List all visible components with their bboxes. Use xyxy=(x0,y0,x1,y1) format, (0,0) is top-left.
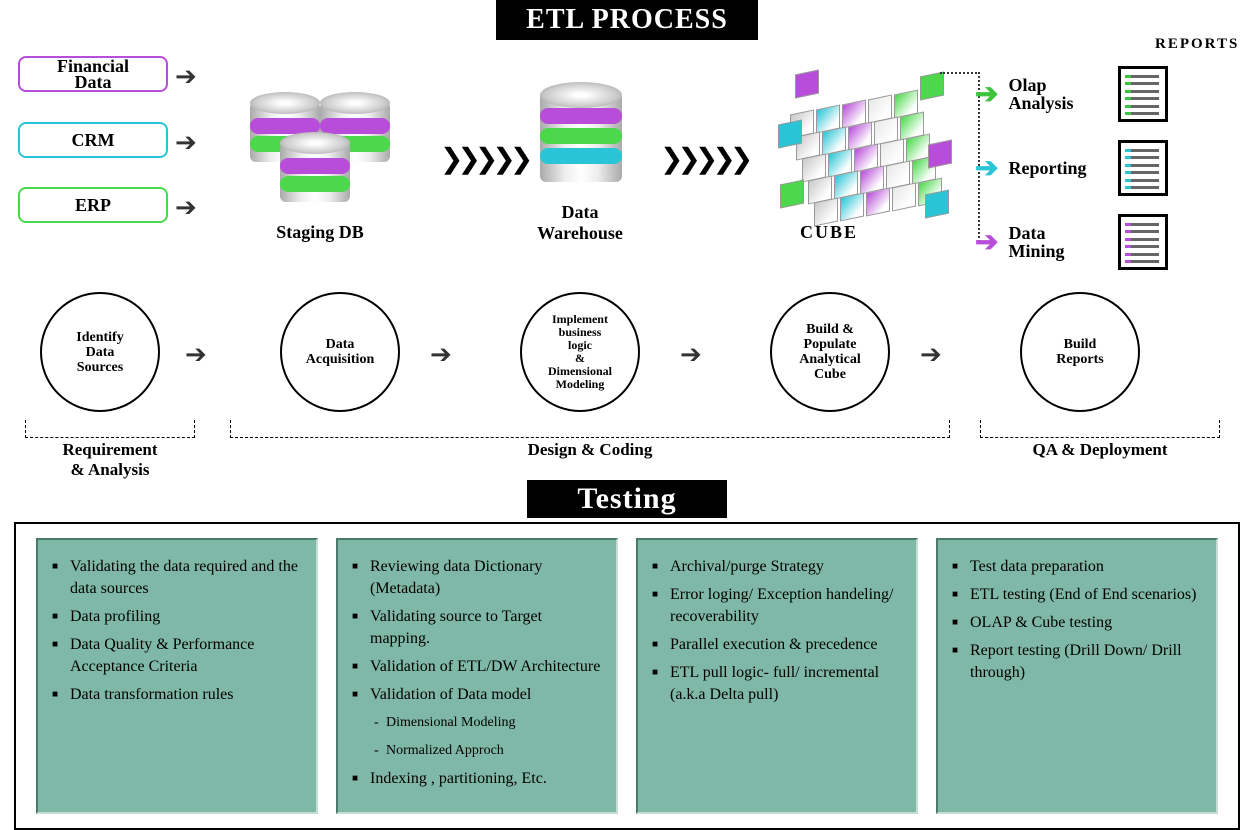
phase-qa: QA & Deployment xyxy=(980,440,1220,460)
testing-item: Indexing , partitioning, Etc. xyxy=(352,768,602,790)
testing-item: Report testing (Drill Down/ Drill throug… xyxy=(952,640,1202,684)
testing-title: Testing xyxy=(527,480,726,518)
arrow-icon: ➔ xyxy=(680,340,702,370)
testing-item: ETL pull logic- full/ incremental (a.k.a… xyxy=(652,662,902,706)
source-erp: ERP xyxy=(18,187,168,223)
report-icon xyxy=(1118,214,1168,270)
report-icon xyxy=(1118,140,1168,196)
process-steps: IdentifyDataSources ➔ DataAcquisition ➔ … xyxy=(0,292,1254,452)
step-build-cube: Build &PopulateAnalyticalCube xyxy=(770,292,890,412)
step-implement: Implementbusinesslogic&DimensionalModeli… xyxy=(520,292,640,412)
chevron-icon: ❯❯❯❯❯ xyxy=(440,142,527,176)
arrow-icon: ➔ xyxy=(975,151,998,185)
source-crm: CRM xyxy=(18,122,168,158)
arrow-icon: ➔ xyxy=(175,62,197,92)
testing-item: Reviewing data Dictionary (Metadata) xyxy=(352,556,602,600)
testing-columns: Validating the data required and the dat… xyxy=(14,522,1240,830)
phase-design: Design & Coding xyxy=(230,440,950,460)
reports-header: REPORTS xyxy=(1155,36,1239,53)
output-mining: ➔ DataMining xyxy=(975,214,1168,270)
testing-item: Validation of ETL/DW Architecture xyxy=(352,656,602,678)
phase-req: Requirement& Analysis xyxy=(25,440,195,480)
testing-column: Test data preparation ETL testing (End of… xyxy=(936,538,1218,814)
testing-item: Archival/purge Strategy xyxy=(652,556,902,578)
warehouse-label: DataWarehouse xyxy=(500,202,660,244)
arrow-icon: ➔ xyxy=(975,77,998,111)
cube-icon xyxy=(790,82,940,232)
testing-column: Validating the data required and the dat… xyxy=(36,538,318,814)
etl-flow: FinancialData CRM ERP ➔ ➔ ➔ Staging DB ❯… xyxy=(0,42,1254,292)
staging-db-icon: Staging DB xyxy=(250,92,430,242)
etl-title: ETL PROCESS xyxy=(496,0,758,40)
arrow-icon: ➔ xyxy=(920,340,942,370)
source-financial: FinancialData xyxy=(18,56,168,92)
testing-item: Validating source to Target mapping. xyxy=(352,606,602,650)
arrow-icon: ➔ xyxy=(175,128,197,158)
testing-item: Data Quality & Performance Acceptance Cr… xyxy=(52,634,302,678)
arrow-icon: ➔ xyxy=(430,340,452,370)
testing-item: Data profiling xyxy=(52,606,302,628)
testing-item: Validating the data required and the dat… xyxy=(52,556,302,600)
testing-item: OLAP & Cube testing xyxy=(952,612,1202,634)
testing-item: Test data preparation xyxy=(952,556,1202,578)
chevron-icon: ❯❯❯❯❯ xyxy=(660,142,747,176)
testing-item: Normalized Approch xyxy=(352,740,602,762)
testing-item: Parallel execution & precedence xyxy=(652,634,902,656)
output-reporting: ➔ Reporting xyxy=(975,140,1168,196)
step-identify: IdentifyDataSources xyxy=(40,292,160,412)
arrow-icon: ➔ xyxy=(185,340,207,370)
arrow-icon: ➔ xyxy=(175,193,197,223)
testing-item: Dimensional Modeling xyxy=(352,712,602,734)
staging-label: Staging DB xyxy=(240,222,400,243)
testing-item: Data transformation rules xyxy=(52,684,302,706)
warehouse-icon: DataWarehouse xyxy=(530,82,620,242)
output-olap: ➔ OlapAnalysis xyxy=(975,66,1168,122)
testing-column: Reviewing data Dictionary (Metadata) Vali… xyxy=(336,538,618,814)
testing-column: Archival/purge Strategy Error loging/ Exc… xyxy=(636,538,918,814)
cube-label: CUBE xyxy=(800,222,858,243)
report-icon xyxy=(1118,66,1168,122)
arrow-icon: ➔ xyxy=(975,225,998,259)
testing-item: Error loging/ Exception handeling/ recov… xyxy=(652,584,902,628)
testing-item: ETL testing (End of End scenarios) xyxy=(952,584,1202,606)
step-reports: BuildReports xyxy=(1020,292,1140,412)
testing-item: Validation of Data model xyxy=(352,684,602,706)
step-acquisition: DataAcquisition xyxy=(280,292,400,412)
